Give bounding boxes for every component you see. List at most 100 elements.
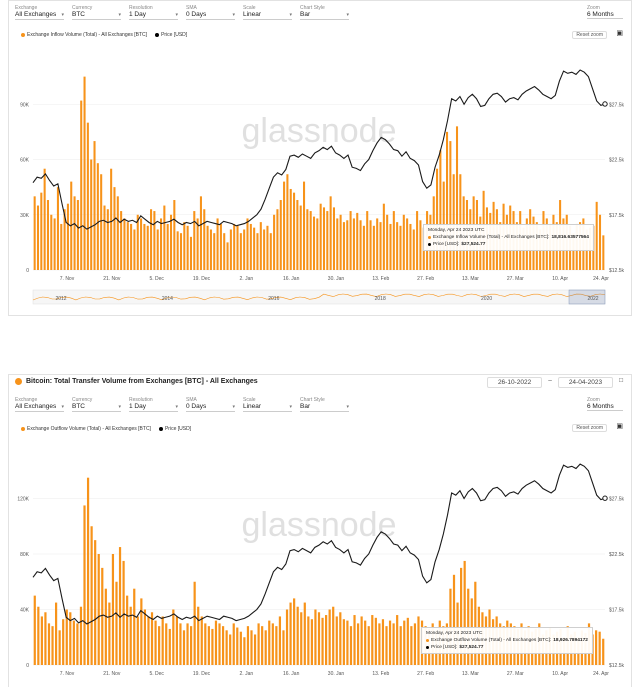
volume-bar[interactable]	[271, 623, 274, 665]
volume-bar[interactable]	[186, 623, 189, 665]
volume-bar[interactable]	[183, 222, 186, 270]
volume-bar[interactable]	[309, 211, 312, 270]
volume-bar[interactable]	[43, 168, 46, 270]
volume-bar[interactable]	[416, 211, 419, 270]
volume-bar[interactable]	[203, 209, 206, 270]
volume-bar[interactable]	[126, 595, 129, 665]
volume-bar[interactable]	[419, 220, 422, 270]
volume-bar[interactable]	[321, 617, 324, 665]
volume-bar[interactable]	[163, 205, 166, 270]
volume-bar[interactable]	[412, 229, 415, 270]
zoom-select[interactable]: Zoom 6 Months	[587, 397, 623, 411]
volume-bar[interactable]	[276, 209, 279, 270]
volume-bar[interactable]	[73, 196, 76, 270]
volume-bar[interactable]	[83, 76, 86, 270]
volume-bar[interactable]	[37, 606, 40, 665]
volume-bar[interactable]	[94, 540, 97, 665]
volume-bar[interactable]	[136, 616, 139, 665]
volume-bar[interactable]	[80, 100, 83, 270]
volume-bar[interactable]	[463, 560, 466, 665]
volume-bar[interactable]	[53, 218, 56, 270]
volume-bar[interactable]	[299, 205, 302, 270]
volume-bar[interactable]	[100, 174, 103, 270]
volume-bar[interactable]	[156, 229, 159, 270]
volume-bar[interactable]	[86, 122, 89, 271]
volume-bar[interactable]	[349, 211, 352, 270]
volume-bar[interactable]	[179, 623, 182, 665]
price-line[interactable]	[32, 463, 606, 625]
sma-select[interactable]: SMA 0 Days ▾	[186, 397, 235, 412]
navigator-window[interactable]	[568, 289, 606, 305]
volume-bar[interactable]	[286, 174, 289, 270]
volume-bar[interactable]	[175, 616, 178, 665]
exchange-select[interactable]: Exchange All Exchanges ▾	[15, 5, 64, 20]
volume-bar[interactable]	[158, 626, 161, 665]
volume-bar[interactable]	[104, 588, 107, 665]
volume-bar[interactable]	[278, 616, 282, 665]
volume-bar[interactable]	[239, 233, 242, 270]
volume-bar[interactable]	[602, 235, 605, 270]
scale-select[interactable]: Scale Linear ▾	[243, 5, 292, 20]
volume-bar[interactable]	[153, 211, 156, 270]
volume-bar[interactable]	[147, 616, 150, 665]
volume-bar[interactable]	[193, 581, 196, 665]
volume-bar[interactable]	[130, 223, 133, 270]
volume-bar[interactable]	[96, 163, 99, 270]
date-from-input[interactable]: 26-10-2022	[486, 377, 543, 388]
price-line[interactable]	[32, 69, 606, 230]
volume-bar[interactable]	[165, 623, 168, 665]
volume-bar[interactable]	[303, 602, 306, 665]
volume-bar[interactable]	[572, 233, 575, 270]
resolution-select[interactable]: Resolution 1 Day ▾	[129, 397, 178, 412]
camera-icon[interactable]: ▣	[616, 30, 623, 37]
volume-bar[interactable]	[385, 626, 388, 665]
volume-bar[interactable]	[166, 223, 169, 270]
volume-bar[interactable]	[213, 233, 216, 270]
volume-bar[interactable]	[598, 214, 602, 270]
volume-bar[interactable]	[150, 209, 153, 270]
volume-bar[interactable]	[236, 225, 239, 270]
volume-bar[interactable]	[189, 626, 193, 665]
volume-bar[interactable]	[169, 214, 173, 270]
volume-bar[interactable]	[459, 174, 462, 270]
volume-bar[interactable]	[246, 626, 250, 665]
volume-bar[interactable]	[65, 609, 68, 666]
volume-bar[interactable]	[449, 141, 452, 270]
volume-bar[interactable]	[50, 214, 53, 270]
legend-item-inflow[interactable]: Exchange Inflow Volume (Total) - All Exc…	[21, 32, 147, 38]
volume-bar[interactable]	[115, 581, 118, 665]
volume-bar[interactable]	[439, 150, 442, 270]
volume-bar[interactable]	[378, 623, 381, 665]
volume-bar[interactable]	[129, 606, 132, 665]
volume-bar[interactable]	[396, 222, 399, 270]
volume-bar[interactable]	[207, 626, 210, 665]
camera-icon[interactable]: ▣	[616, 423, 623, 430]
volume-bar[interactable]	[233, 223, 236, 270]
volume-bar[interactable]	[72, 620, 75, 665]
currency-select[interactable]: Currency BTC ▾	[72, 5, 121, 20]
volume-bar[interactable]	[116, 196, 119, 270]
volume-bar[interactable]	[236, 627, 239, 665]
volume-bar[interactable]	[33, 196, 36, 270]
volume-bar[interactable]	[225, 630, 228, 665]
inflow-chart[interactable]: 0 30K 60K 90K $12.5k $17.5k $22.5k $27.5k glassn…	[9, 41, 633, 317]
volume-bar[interactable]	[206, 225, 209, 270]
volume-bar[interactable]	[322, 207, 326, 270]
volume-bar[interactable]	[46, 200, 49, 270]
volume-bar[interactable]	[349, 626, 353, 665]
volume-bar[interactable]	[253, 227, 256, 270]
volume-bar[interactable]	[140, 598, 143, 665]
volume-bar[interactable]	[264, 630, 267, 665]
volume-bar[interactable]	[325, 615, 328, 665]
volume-bar[interactable]	[76, 200, 79, 270]
volume-bar[interactable]	[474, 581, 477, 665]
volume-bar[interactable]	[335, 616, 338, 665]
volume-bar[interactable]	[200, 616, 203, 665]
volume-bar[interactable]	[101, 567, 104, 665]
volume-bar[interactable]	[317, 612, 321, 665]
sma-select[interactable]: SMA 0 Days ▾	[186, 5, 235, 20]
volume-bar[interactable]	[133, 229, 136, 270]
volume-bar[interactable]	[303, 181, 306, 270]
volume-bar[interactable]	[232, 623, 235, 665]
volume-bar[interactable]	[79, 606, 83, 665]
